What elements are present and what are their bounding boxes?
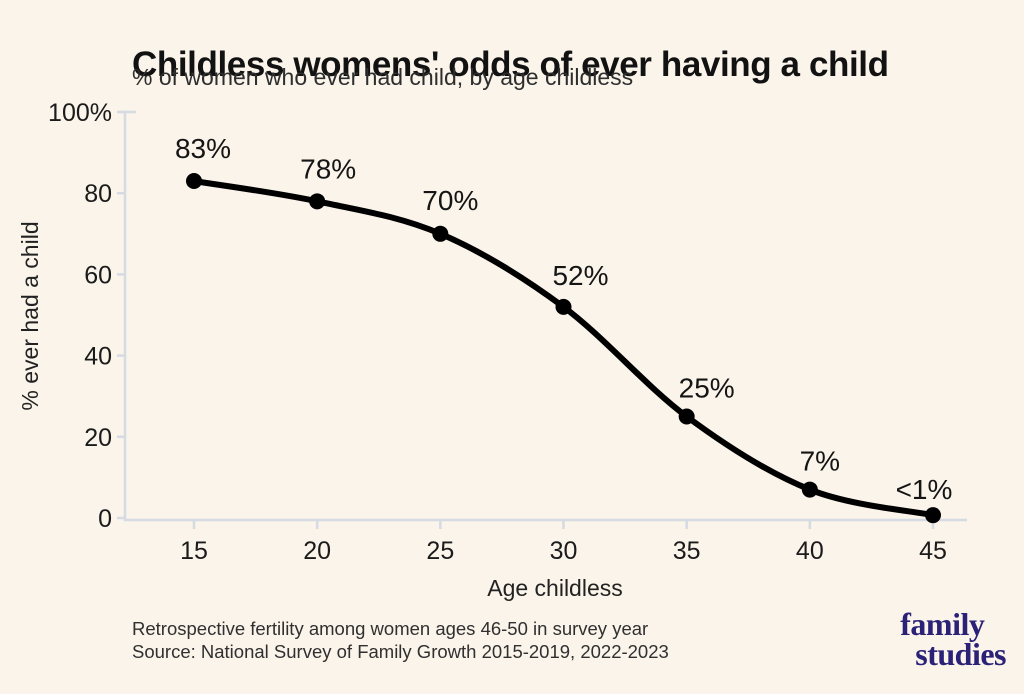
y-tick-label: 100% [48, 99, 112, 127]
y-tick-label: 60 [84, 261, 112, 289]
family-studies-logo: family studies [900, 606, 1006, 672]
x-tick-label: 35 [673, 537, 701, 565]
y-tick-label: 0 [98, 505, 112, 533]
footnote-line: Retrospective fertility among women ages… [132, 618, 649, 639]
data-point [309, 193, 326, 210]
logo-word-studies: studies [915, 636, 1006, 672]
data-point [925, 507, 941, 524]
chart-subtitle: % of women who ever had child, by age ch… [132, 64, 634, 90]
data-point-label: 7% [800, 446, 840, 477]
y-tick-label: 40 [84, 343, 112, 371]
y-tick-label: 20 [84, 424, 112, 452]
x-tick-label: 30 [550, 537, 578, 565]
data-point-label: 78% [300, 153, 356, 184]
data-point-label: <1% [896, 474, 953, 505]
x-tick-label: 40 [796, 537, 824, 565]
data-point-label: 25% [679, 373, 735, 404]
data-point-label: 52% [552, 260, 608, 291]
data-point-label: 70% [422, 185, 478, 216]
data-point [801, 481, 818, 498]
x-axis-title: Age childless [487, 575, 623, 601]
logo-word-family: family [900, 606, 985, 642]
x-tick-label: 25 [426, 537, 454, 565]
axis-spine [123, 110, 967, 522]
source-line: Source: National Survey of Family Growth… [132, 641, 669, 662]
x-tick-label: 45 [919, 537, 947, 565]
data-point [555, 298, 572, 315]
page-title: Childless womens' odds of ever having a … [132, 45, 889, 85]
data-point [678, 408, 695, 425]
x-tick-label: 15 [180, 537, 208, 565]
data-point [432, 225, 449, 242]
data-point-label: 83% [175, 133, 231, 164]
y-tick-label: 80 [84, 180, 112, 208]
x-tick-label: 20 [303, 537, 331, 565]
chart-footnotes: Retrospective fertility among women ages… [132, 617, 669, 663]
data-point [186, 173, 202, 190]
y-axis-title: % ever had a child [17, 221, 43, 410]
